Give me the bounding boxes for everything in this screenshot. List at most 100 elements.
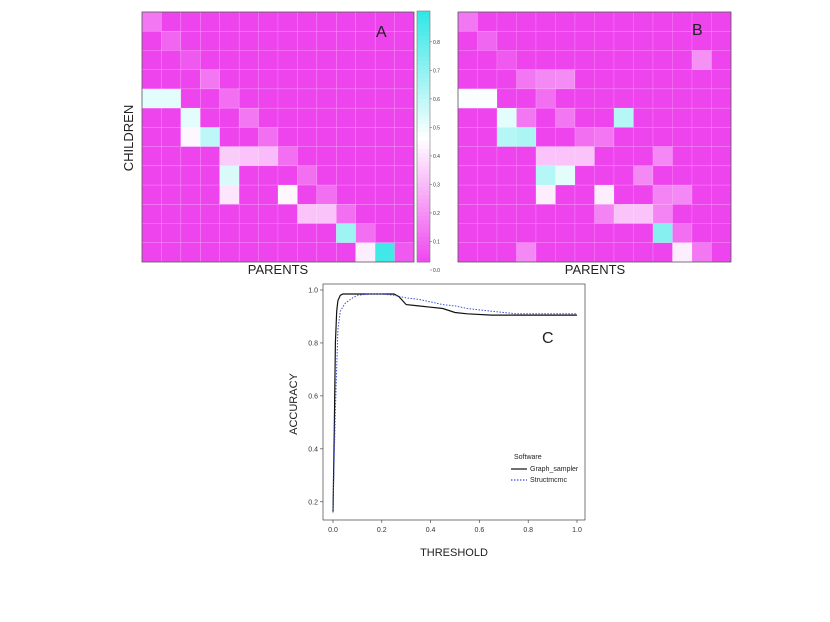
heatmap-cell [316, 69, 337, 90]
heatmap-cell [316, 30, 337, 51]
heatmap-cell [652, 165, 673, 186]
heatmap-cell [355, 11, 376, 32]
heatmap-cell [652, 30, 673, 51]
line-chart-frame [322, 283, 586, 521]
heatmap-cell [219, 146, 240, 167]
heatmap-cell [574, 107, 595, 128]
heatmap-cell [516, 242, 537, 263]
heatmap-cell [652, 127, 673, 147]
colorbar-segment [417, 215, 430, 221]
heatmap-cell [711, 184, 732, 205]
heatmap-cell [355, 30, 376, 51]
heatmap-cell [711, 50, 732, 70]
heatmap-cell [180, 50, 201, 70]
heatmap-cell [691, 107, 712, 128]
colorbar-segment [417, 190, 430, 196]
heatmap-cell [355, 50, 376, 70]
heatmap-cell [141, 242, 162, 263]
heatmap-cell [219, 242, 240, 263]
heatmap-cell [336, 127, 356, 147]
heatmap-cell [691, 146, 712, 167]
colorbar-segment [417, 123, 430, 129]
heatmap-cell [574, 30, 595, 51]
heatmap-cell [374, 165, 395, 186]
heatmap-cell [161, 242, 182, 263]
heatmap-cell [355, 242, 376, 263]
heatmap-cell [297, 107, 318, 128]
heatmap-cell [258, 242, 279, 263]
heatmap-cell [496, 204, 517, 224]
heatmap-cell [336, 204, 356, 224]
heatmap-cell [555, 11, 576, 32]
heatmap-cell [297, 69, 318, 90]
heatmap-cell [394, 223, 415, 244]
colorbar-tick-label: 0.8 [433, 40, 440, 46]
heatmap-cell [316, 127, 337, 147]
heatmap-cell [477, 146, 498, 167]
heatmap-cell [355, 127, 376, 147]
heatmap-cell [297, 127, 318, 147]
heatmap-cell [277, 127, 298, 147]
heatmap-cell [516, 204, 537, 224]
heatmap-cell [457, 146, 478, 167]
colorbar-segment [417, 31, 430, 37]
heatmap-cell [141, 184, 162, 205]
heatmap-cell [200, 204, 220, 224]
x-tick-label: 0.8 [523, 527, 533, 534]
heatmap-cell [691, 165, 712, 186]
heatmap-cell [516, 69, 537, 90]
heatmap-cell [613, 50, 634, 70]
heatmap-cell [516, 11, 537, 32]
heatmap-cell [238, 165, 259, 186]
heatmap-cell [672, 30, 693, 51]
heatmap-cell [180, 223, 201, 244]
heatmap-cell [691, 127, 712, 147]
heatmap-cell [374, 242, 395, 263]
heatmap-cell [652, 69, 673, 90]
heatmap-cell [535, 146, 556, 167]
heatmap-cell [355, 88, 376, 109]
heatmap-cell [457, 50, 478, 70]
colorbar-segment [417, 232, 430, 238]
heatmap-cell [574, 50, 595, 70]
heatmap-cell [652, 107, 673, 128]
heatmap-cell [219, 223, 240, 244]
heatmap-cell [574, 146, 595, 167]
colorbar-tick-label: 0.2 [433, 211, 440, 217]
heatmap-cell [555, 69, 576, 90]
heatmap-cell [672, 11, 693, 32]
heatmap-cell [535, 30, 556, 51]
heatmap-cell [477, 69, 498, 90]
heatmap-cell [200, 69, 220, 90]
panel-a-letter: A [376, 24, 387, 41]
heatmap-cell [161, 146, 182, 167]
heatmap-cell [316, 88, 337, 109]
heatmap-cell [652, 146, 673, 167]
colorbar-segment [417, 169, 430, 175]
colorbar-segment [417, 119, 430, 125]
heatmap-cell [180, 127, 201, 147]
colorbar-segment [417, 165, 430, 171]
heatmap-cell [535, 69, 556, 90]
heatmap-cell [516, 165, 537, 186]
colorbar-segment [417, 23, 430, 29]
heatmap-cell [535, 223, 556, 244]
heatmap-cell [277, 146, 298, 167]
heatmap-cell [374, 88, 395, 109]
heatmap-cell [374, 50, 395, 70]
heatmap-cell [457, 88, 478, 109]
heatmap-cell [691, 184, 712, 205]
heatmap-cell [633, 50, 654, 70]
colorbar-segment [417, 161, 430, 167]
heatmap-cell [258, 88, 279, 109]
heatmap-cell [297, 242, 318, 263]
heatmap-cell [516, 184, 537, 205]
heatmap-cell [219, 107, 240, 128]
heatmap-cell [258, 223, 279, 244]
heatmap-cell [219, 50, 240, 70]
heatmap-cell [161, 30, 182, 51]
heatmap-cell [672, 165, 693, 186]
colorbar-segment [417, 77, 430, 83]
heatmap-cell [141, 223, 162, 244]
heatmap-cell [336, 107, 356, 128]
